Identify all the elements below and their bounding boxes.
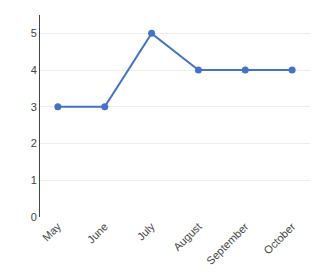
svg-text:August: August: [171, 220, 204, 253]
svg-text:0: 0: [31, 211, 37, 223]
svg-text:3: 3: [31, 101, 37, 113]
svg-text:May: May: [40, 220, 64, 244]
svg-text:July: July: [135, 220, 158, 243]
svg-text:5: 5: [31, 27, 37, 39]
svg-text:2: 2: [31, 137, 37, 149]
svg-text:4: 4: [31, 64, 37, 76]
svg-text:June: June: [85, 220, 110, 245]
svg-text:October: October: [261, 220, 297, 256]
svg-text:1: 1: [31, 174, 37, 186]
svg-text:September: September: [204, 220, 251, 267]
